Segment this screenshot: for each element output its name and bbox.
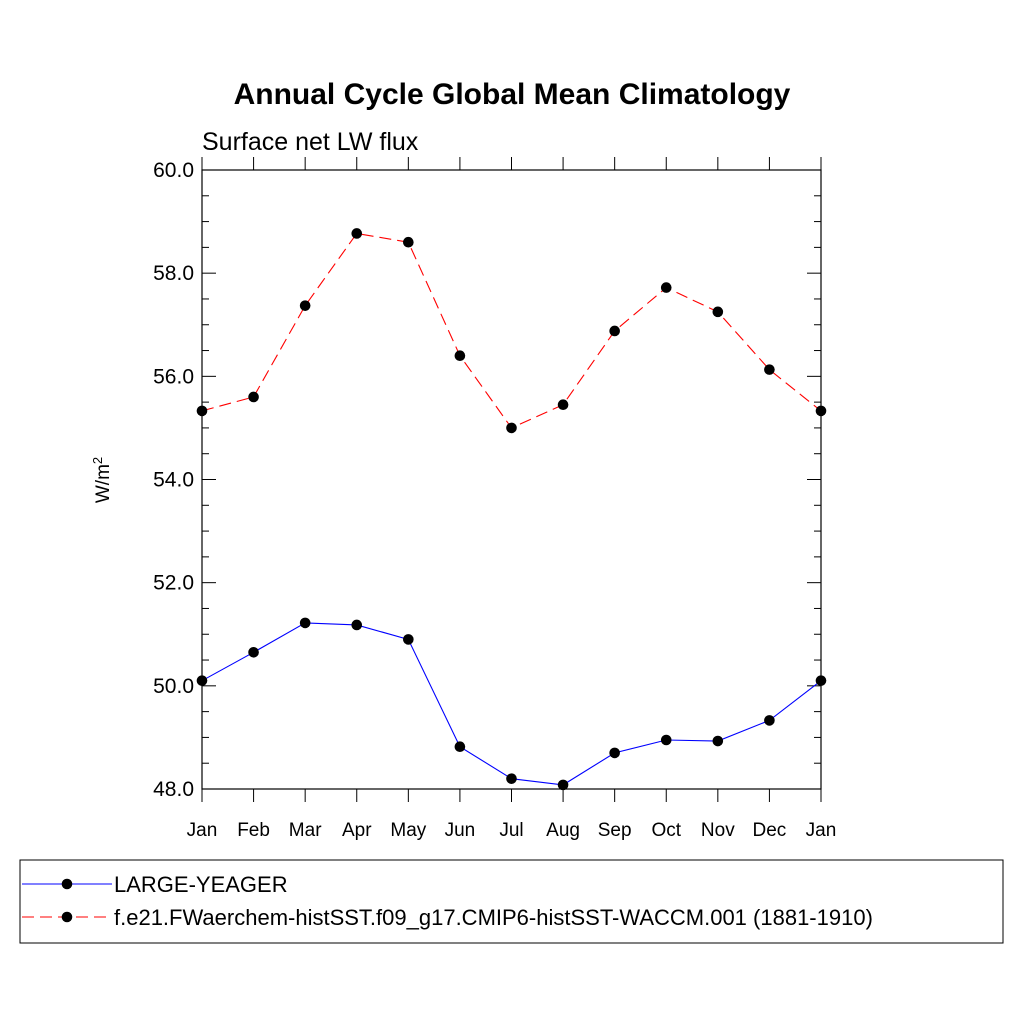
series-2-point: [403, 236, 414, 248]
series-2-point: [764, 364, 775, 375]
x-tick-label: Mar: [289, 820, 322, 841]
chart-subtitle: Surface net LW flux: [202, 128, 419, 156]
legend: LARGE-YEAGER f.e21.FWaerchem-histSST.f09_…: [22, 872, 873, 930]
y-tick-label: 50.0: [153, 675, 194, 698]
series-1-point: [196, 675, 208, 686]
series-1-point: [712, 735, 724, 747]
y-axis-label-superscript: 2: [90, 457, 105, 464]
series-2-point: [454, 350, 466, 362]
y-tick-label: 60.0: [153, 159, 194, 182]
plot-frame: [201, 169, 822, 790]
series-1-point: [403, 634, 414, 645]
series-2-point: [299, 300, 311, 311]
series-2-point: [815, 405, 827, 417]
plot-series: [196, 228, 827, 791]
axes: 48.0 50.0 52.0 54.0 56.0 58.0 60.0 Jan Feb Mar Apr…: [153, 157, 836, 841]
y-axis-label: W/m2: [90, 457, 114, 503]
legend-marker-2: [61, 911, 73, 923]
series-1-point: [660, 734, 672, 746]
x-tick-label: Apr: [342, 820, 372, 841]
series-1-point: [815, 675, 827, 686]
legend-marker-1: [61, 878, 73, 890]
legend-label-2: f.e21.FWaerchem-histSST.f09_g17.CMIP6-hi…: [114, 905, 873, 930]
y-tick-label: 52.0: [153, 572, 194, 595]
series-line-1: [201, 622, 822, 786]
x-tick-label: May: [390, 820, 426, 841]
series-2-point: [351, 228, 363, 239]
series-line-2: [201, 232, 822, 429]
legend-label-1: LARGE-YEAGER: [114, 872, 288, 897]
series-1-point: [299, 617, 311, 629]
y-tick-label: 58.0: [153, 262, 194, 285]
x-tick-label: Oct: [651, 820, 681, 841]
x-tick-label: Jul: [499, 820, 523, 841]
series-1-point: [351, 619, 363, 631]
series-2-point: [660, 282, 672, 293]
y-tick-label: 54.0: [153, 469, 194, 492]
series-2-point: [248, 391, 259, 403]
series-2-point: [506, 422, 517, 434]
series-1-point: [557, 779, 569, 791]
x-tick-label: Jun: [445, 820, 476, 841]
chart-title: Annual Cycle Global Mean Climatology: [234, 78, 791, 111]
series-2-point: [196, 405, 208, 417]
x-tick-label: Jan: [187, 820, 218, 841]
series-1-point: [454, 741, 466, 753]
y-tick-label: 48.0: [153, 778, 194, 801]
series-1-point: [764, 715, 775, 726]
series-2-point: [712, 306, 724, 318]
x-tick-label: Sep: [598, 820, 632, 841]
series-2-point: [557, 399, 569, 411]
y-axis-label-text: W/m: [93, 464, 114, 503]
y-tick-label: 56.0: [153, 365, 194, 388]
x-tick-label: Dec: [753, 820, 787, 841]
x-tick-label: Feb: [237, 820, 270, 841]
series-1-point: [506, 773, 517, 784]
legend-box: [19, 859, 1004, 944]
x-tick-label: Jan: [806, 820, 837, 841]
x-tick-label: Aug: [546, 820, 580, 841]
x-tick-label: Nov: [701, 820, 735, 841]
series-1-point: [248, 647, 259, 658]
series-2-point: [609, 325, 620, 337]
series-1-point: [609, 747, 620, 759]
